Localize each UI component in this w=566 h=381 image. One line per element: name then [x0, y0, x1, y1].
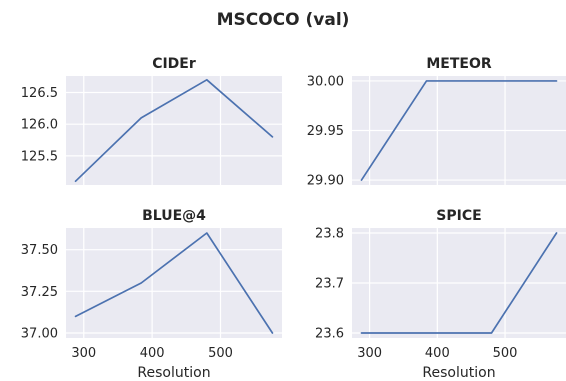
spice-title: SPICE	[436, 208, 481, 224]
spice-series-line	[360, 232, 558, 334]
meteor-series-line	[360, 80, 558, 181]
cider-title: CIDEr	[152, 56, 196, 72]
cider-series-line	[74, 78, 274, 183]
meteor-y-tick-label: 29.95	[307, 124, 344, 139]
blue-4-y-tick-label: 37.25	[21, 285, 58, 300]
spice-y-tick-label: 23.8	[315, 227, 344, 242]
blue-4-y-tick-label: 37.00	[21, 327, 58, 342]
meteor-y-tick-label: 29.90	[307, 174, 344, 189]
spice-y-tick-label: 23.7	[315, 277, 344, 292]
blue-4-y-tick-label: 37.50	[21, 243, 58, 258]
blue-4-title: BLUE@4	[142, 208, 206, 224]
cider-plot-area	[66, 76, 282, 185]
spice-x-tick-label: 500	[493, 346, 518, 361]
blue-4-x-tick-label: 300	[71, 346, 96, 361]
blue-4-series-line	[74, 232, 274, 334]
figure-title: MSCOCO (val)	[217, 10, 350, 30]
spice-y-tick-label: 23.6	[315, 327, 344, 342]
cider-y-tick-label: 126.5	[21, 86, 58, 101]
spice-chart: 300 400 500 23.6 23.7 23.8 SPICE Resolution	[315, 208, 566, 381]
cider-chart: 125.5 126.0 126.5 CIDEr	[21, 56, 282, 185]
blue-4-x-tick-label: 500	[208, 346, 233, 361]
meteor-title: METEOR	[426, 56, 492, 72]
blue-4-x-tick-label: 400	[140, 346, 165, 361]
blue-4-chart: 300 400 500 37.00 37.25 37.50 BLUE@4 Resolution	[21, 208, 282, 381]
spice-x-tick-label: 400	[425, 346, 450, 361]
blue-4-plot-area	[66, 228, 282, 338]
cider-y-tick-label: 126.0	[21, 118, 58, 133]
meteor-y-tick-label: 30.00	[307, 74, 344, 89]
cider-y-tick-label: 125.5	[21, 149, 58, 164]
spice-x-tick-label: 300	[357, 346, 382, 361]
blue-4-x-axis-label: Resolution	[137, 365, 210, 381]
meteor-chart: 29.90 29.95 30.00 METEOR	[307, 56, 566, 189]
spice-x-axis-label: Resolution	[422, 365, 495, 381]
